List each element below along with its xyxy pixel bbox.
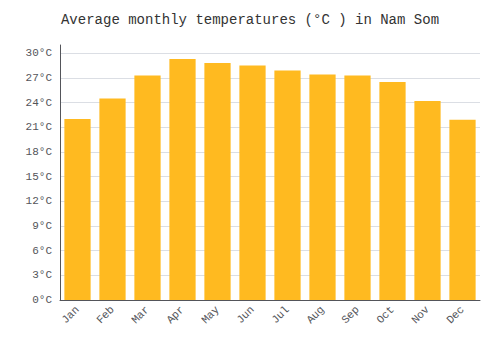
svg-text:May: May	[199, 303, 222, 326]
svg-text:9°C: 9°C	[32, 220, 52, 232]
svg-text:18°C: 18°C	[26, 146, 53, 158]
svg-text:24°C: 24°C	[26, 97, 53, 109]
svg-text:Sep: Sep	[339, 304, 361, 326]
svg-text:3°C: 3°C	[32, 269, 52, 281]
svg-text:Mar: Mar	[129, 304, 151, 326]
svg-text:Feb: Feb	[94, 304, 116, 326]
svg-text:Average monthly temperatures (: Average monthly temperatures (°C ) in Na…	[61, 12, 439, 28]
svg-text:Aug: Aug	[304, 304, 326, 326]
svg-text:Nov: Nov	[409, 303, 432, 326]
svg-text:6°C: 6°C	[32, 245, 52, 257]
svg-text:15°C: 15°C	[26, 171, 53, 183]
svg-text:Jun: Jun	[234, 304, 256, 326]
svg-text:Jul: Jul	[269, 304, 291, 326]
svg-text:21°C: 21°C	[26, 121, 53, 133]
svg-text:Oct: Oct	[374, 304, 396, 326]
svg-text:30°C: 30°C	[26, 47, 53, 59]
svg-text:27°C: 27°C	[26, 72, 53, 84]
svg-text:Jan: Jan	[59, 304, 81, 326]
svg-text:Apr: Apr	[164, 304, 186, 326]
svg-text:12°C: 12°C	[26, 195, 53, 207]
svg-text:Dec: Dec	[444, 304, 466, 326]
svg-text:0°C: 0°C	[32, 294, 52, 306]
